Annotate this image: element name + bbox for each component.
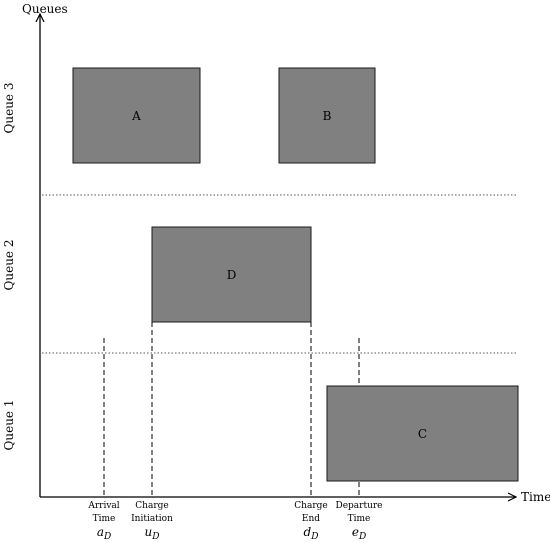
- charge-end-label-line1: Charge: [294, 501, 327, 511]
- x-axis-title: Time: [521, 490, 550, 504]
- arrival-symbol: aD: [97, 525, 111, 542]
- block-d-label: D: [227, 268, 237, 282]
- block-d: [151, 226, 312, 323]
- charge-end-label-line2: End: [302, 514, 320, 524]
- block-b: [278, 67, 376, 164]
- charge-initiation-label-line1: Charge: [135, 501, 168, 511]
- arrival-label-line2: Time: [93, 514, 116, 524]
- arrival-label-line1: Arrival: [87, 501, 119, 511]
- block-b-label: B: [323, 109, 332, 123]
- block-c: [326, 385, 519, 482]
- queue-label-3: Queue 3: [2, 83, 16, 134]
- charge-end-symbol: dD: [304, 525, 319, 542]
- block-c-label: C: [418, 427, 427, 441]
- departure-symbol: eD: [352, 525, 366, 542]
- departure-label-line1: Departure: [335, 501, 382, 511]
- block-a-label: A: [131, 109, 141, 123]
- charge-initiation-symbol: uD: [145, 525, 160, 542]
- queue-label-2: Queue 2: [2, 240, 16, 291]
- block-a: [72, 67, 201, 164]
- charge-initiation-label-line2: Initiation: [131, 514, 173, 524]
- departure-label-line2: Time: [348, 514, 371, 524]
- queue-label-1: Queue 1: [2, 400, 16, 451]
- y-axis-title: Queues: [22, 2, 68, 16]
